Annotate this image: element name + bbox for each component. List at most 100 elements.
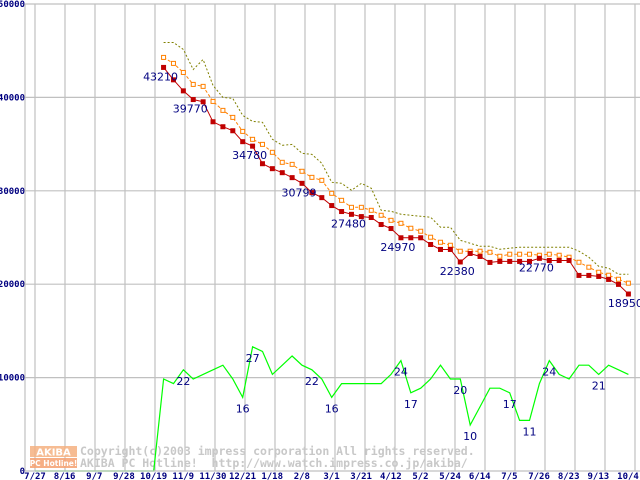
series-layer: [35, 42, 631, 472]
price-data-label: 34780: [232, 149, 267, 162]
average-point-marker: [348, 204, 354, 210]
count-data-label: 21: [592, 379, 606, 392]
x-tick-label: 10/4: [617, 472, 639, 480]
y-tick-label: 50000: [0, 0, 25, 10]
average-point-marker: [428, 234, 434, 240]
min-point-marker: [546, 257, 552, 263]
average-point-marker: [576, 259, 582, 265]
x-tick-label: 1/18: [261, 472, 283, 480]
x-tick-label: 8/16: [54, 472, 76, 480]
watermark: AKIBA PC Hotline! Copyright(c)2003 impre…: [30, 444, 475, 470]
min-point-marker: [507, 258, 513, 264]
x-tick-label: 3/21: [350, 472, 372, 480]
average-point-marker: [210, 98, 216, 104]
min-point-marker: [487, 259, 493, 265]
average-point-marker: [259, 141, 265, 147]
min-point-marker: [240, 139, 246, 145]
min-point-marker: [586, 272, 592, 278]
min-point-marker: [230, 128, 236, 134]
min-point-marker: [210, 119, 216, 125]
average-point-marker: [497, 253, 503, 259]
average-point-marker: [527, 251, 532, 257]
average-point-marker: [556, 252, 562, 258]
average-point-marker: [279, 159, 285, 165]
data-labels: 43210 39770 34780 30799 27480 24970 22380 22770…: [143, 70, 640, 443]
min-point-marker: [309, 190, 315, 196]
x-tick-label: 11/30: [199, 472, 226, 480]
average-point-marker: [418, 228, 424, 234]
min-point-marker: [378, 222, 384, 228]
x-tick-label: 5/2: [412, 472, 428, 480]
count-data-label: 16: [236, 402, 250, 415]
x-tick-label: 11/9: [172, 472, 194, 480]
average-point-marker: [250, 136, 256, 142]
x-tick-label: 9/28: [113, 472, 135, 480]
min-point-marker: [368, 215, 374, 221]
x-tick-label: 7/27: [24, 472, 46, 480]
copyright-text: Copyright(c)2003 impress corporation All…: [80, 444, 475, 458]
min-point-marker: [625, 291, 631, 297]
min-point-marker: [190, 97, 196, 103]
min-point-marker: [576, 272, 582, 278]
min-point-marker: [348, 211, 354, 217]
average-point-marker: [289, 161, 295, 167]
min-point-marker: [289, 175, 295, 181]
average-point-marker: [477, 248, 483, 254]
min-point-marker: [457, 259, 463, 265]
min-point-marker: [566, 257, 572, 263]
average-point-marker: [319, 177, 325, 183]
x-tick-label: 7/26: [528, 472, 550, 480]
min-point-marker: [428, 242, 434, 248]
count-data-label: 22: [176, 375, 190, 388]
average-point-marker: [408, 225, 414, 231]
average-point-marker: [507, 251, 513, 257]
min-point-marker: [161, 64, 167, 70]
logo-top-text: AKIBA: [36, 448, 71, 459]
count-data-label: 24: [394, 366, 408, 379]
count-data-label: 27: [246, 352, 260, 365]
x-tick-label: 9/13: [588, 472, 610, 480]
min-point-marker: [170, 77, 176, 83]
logo-bottom-box: [30, 458, 77, 468]
average-point-marker: [170, 60, 176, 66]
price-data-label: 39770: [173, 103, 208, 116]
price-data-label: 22380: [440, 265, 475, 278]
average-point-marker: [596, 269, 602, 275]
price-data-label: 18950: [608, 297, 640, 310]
price-data-label: 24970: [380, 241, 415, 254]
y-tick-label: 40000: [0, 93, 25, 103]
min-point-marker: [319, 195, 325, 201]
average-point-marker: [517, 251, 523, 257]
average-point-marker: [220, 107, 226, 113]
min-point-marker: [447, 246, 453, 252]
min-point-marker: [398, 235, 404, 241]
average-point-marker: [437, 239, 443, 245]
min-point-marker: [437, 246, 443, 252]
x-tick-label: 7/5: [501, 472, 517, 480]
min-point-marker: [467, 250, 473, 256]
average-point-marker: [190, 81, 196, 87]
average-point-marker: [368, 207, 374, 213]
average-point-marker: [200, 83, 206, 89]
average-point-marker: [358, 204, 364, 210]
count-data-label: 24: [542, 366, 556, 379]
y-tick-label: 0: [20, 467, 25, 477]
min-point-marker: [200, 99, 206, 105]
x-tick-label: 5/24: [439, 472, 461, 480]
price-data-label: 22770: [519, 261, 554, 274]
count-data-label: 16: [325, 402, 339, 415]
min-point-marker: [250, 143, 256, 149]
count-data-label: 22: [305, 375, 319, 388]
min-point-marker: [329, 203, 335, 209]
y-tick-label: 10000: [0, 374, 25, 384]
count-data-label: 20: [453, 384, 467, 397]
min-point-marker: [596, 273, 602, 279]
count-data-label: 17: [404, 398, 418, 411]
min-point-marker: [180, 88, 186, 94]
average-point-marker: [329, 190, 335, 196]
average-point-marker: [487, 249, 493, 255]
average-point-marker: [616, 276, 622, 282]
x-tick-label: 12/21: [229, 472, 256, 480]
